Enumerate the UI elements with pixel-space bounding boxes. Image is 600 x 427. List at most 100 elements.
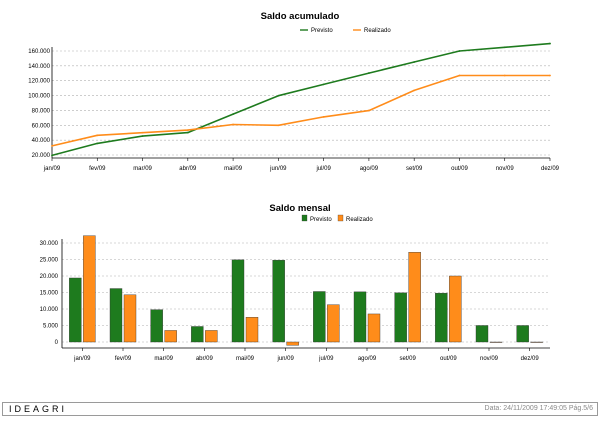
bar-previsto	[435, 292, 448, 343]
bar-realizado	[489, 341, 503, 343]
data-point-previsto	[51, 154, 53, 157]
data-point-previsto	[322, 83, 325, 86]
series-line-previsto	[51, 42, 551, 157]
y-tick-label: 40.000	[32, 138, 51, 144]
bar-previsto	[313, 291, 326, 343]
report-footer: IDEAGRI Data: 24/11/2009 17:49:05 Pág.5/…	[2, 402, 598, 416]
data-point-previsto	[141, 135, 144, 138]
x-tick-label: mai/09	[224, 166, 243, 172]
y-tick-label: 20.000	[40, 274, 59, 280]
x-tick-label: nov/09	[496, 166, 515, 172]
bar-realizado	[367, 313, 381, 343]
data-point-previsto	[96, 142, 99, 145]
chart-title: Saldo acumulado	[261, 11, 340, 22]
y-tick-label: 30.000	[40, 241, 59, 247]
data-point-realizado	[368, 109, 370, 112]
series-line-realizado	[51, 74, 550, 147]
bar-realizado	[530, 341, 543, 343]
legend-swatch-realizado	[337, 214, 344, 222]
x-tick-label: jul/09	[318, 356, 334, 362]
chart-title: Saldo mensal	[269, 203, 330, 214]
data-point-realizado	[232, 123, 234, 126]
data-point-realizado	[186, 129, 189, 132]
data-point-previsto	[458, 50, 461, 52]
legend-swatch-previsto	[301, 214, 308, 222]
bar-realizado	[408, 252, 421, 343]
x-tick-label: jan/09	[73, 356, 91, 362]
y-tick-label: 10.000	[40, 307, 59, 313]
legend-label-realizado: Realizado	[364, 28, 391, 34]
data-point-realizado	[458, 74, 461, 77]
data-point-realizado	[96, 134, 99, 137]
x-tick-label: abr/09	[179, 166, 197, 172]
x-tick-label: set/09	[406, 166, 423, 172]
bar-realizado	[164, 330, 177, 343]
footer-brand-logo: IDEAGRI	[9, 404, 68, 414]
data-point-realizado	[141, 131, 144, 134]
y-tick-label: 5.000	[43, 324, 59, 330]
x-tick-label: ago/09	[358, 356, 377, 362]
data-point-previsto	[549, 42, 551, 45]
x-tick-label: jun/09	[276, 356, 294, 362]
data-point-realizado	[51, 145, 53, 147]
x-tick-label: jun/09	[269, 166, 287, 172]
x-tick-label: jul/09	[315, 166, 331, 172]
y-tick-label: 15.000	[40, 291, 59, 297]
x-tick-label: set/09	[399, 356, 416, 362]
x-tick-label: fev/09	[115, 356, 132, 362]
y-tick-label: 120.000	[28, 79, 50, 85]
data-point-realizado	[322, 115, 325, 118]
footer-date-page: Data: 24/11/2009 17:49:05 Pág.5/6	[484, 405, 593, 412]
x-tick-label: ago/09	[360, 166, 379, 172]
data-point-previsto	[368, 72, 370, 74]
x-tick-label: jan/09	[43, 166, 61, 172]
bar-previsto	[394, 292, 407, 343]
bar-previsto	[109, 288, 123, 343]
bar-previsto	[150, 309, 163, 343]
y-tick-label: 60.000	[32, 123, 51, 129]
x-tick-label: fev/09	[89, 166, 106, 172]
bar-realizado	[123, 294, 137, 343]
x-tick-label: out/09	[451, 166, 468, 172]
legend-label-previsto: Previsto	[310, 217, 332, 223]
data-point-previsto	[413, 61, 416, 63]
data-point-realizado	[277, 124, 280, 127]
bar-realizado	[205, 330, 218, 343]
x-tick-label: mar/09	[154, 356, 173, 362]
legend-label-previsto: Previsto	[311, 28, 333, 34]
bar-realizado	[327, 304, 340, 343]
data-point-previsto	[186, 131, 189, 134]
y-tick-label: 160.000	[28, 49, 50, 55]
data-point-previsto	[232, 113, 234, 116]
y-tick-label: 80.000	[32, 108, 51, 114]
y-tick-label: 20.000	[32, 153, 51, 159]
x-tick-label: out/09	[440, 356, 457, 362]
x-tick-label: mar/09	[133, 166, 152, 172]
data-point-previsto	[277, 94, 280, 97]
x-tick-label: mai/09	[236, 356, 255, 362]
saldo-acumulado-chart: Saldo acumulado 20.000 40.000 60.000 80.000 1…	[28, 11, 560, 172]
data-point-realizado	[549, 74, 551, 77]
legend-label-realizado: Realizado	[346, 217, 373, 223]
data-point-previsto	[503, 46, 506, 49]
bar-realizado	[245, 317, 259, 343]
bar-realizado	[286, 341, 299, 346]
bar-realizado	[83, 235, 96, 343]
bar-previsto	[191, 326, 204, 343]
data-point-realizado	[503, 74, 506, 77]
bar-previsto	[272, 259, 285, 343]
bar-previsto	[353, 291, 367, 343]
x-tick-label: abr/09	[196, 356, 214, 362]
x-tick-label: dez/09	[541, 166, 560, 172]
data-point-realizado	[413, 89, 416, 92]
y-tick-label: 100.000	[28, 94, 50, 100]
bar-previsto	[516, 325, 529, 343]
x-tick-label: nov/09	[480, 356, 499, 362]
bar-previsto	[231, 259, 245, 343]
y-tick-label: 140.000	[28, 64, 50, 70]
y-tick-label: 0	[55, 340, 59, 346]
bar-previsto	[69, 277, 82, 343]
saldo-mensal-chart: Saldo mensal 0 5.000 10.000 15.000 20.000 25.0…	[40, 203, 550, 362]
bar-previsto	[475, 325, 489, 343]
